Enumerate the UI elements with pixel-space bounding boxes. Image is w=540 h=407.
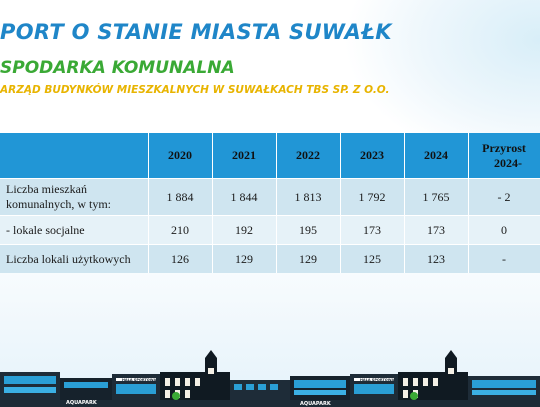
row-label-line1: Liczba mieszkań	[6, 182, 87, 196]
cell-2023: 125	[340, 244, 405, 273]
section-heading: SPODARKA KOMUNALNA	[0, 58, 235, 78]
aquapark-sign-middle: AQUAPARK	[300, 401, 332, 407]
cell-2024: 1 765	[404, 178, 469, 216]
city-skyline-illustration: AQUAPARK HALA SPORTOWA HAL	[0, 350, 540, 407]
low-buildings-middle	[230, 376, 350, 400]
row-label: - lokale socjalne	[0, 215, 149, 245]
cell-2024: 173	[404, 215, 469, 245]
header-year-2024: 2024	[404, 133, 469, 179]
cell-2022: 195	[276, 215, 341, 245]
subsection-heading: ARZĄD BUDYNKÓW MIESZKALNYCH W SUWAŁKACH …	[0, 84, 390, 96]
town-hall-left	[160, 350, 230, 400]
cell-2022: 129	[276, 244, 341, 273]
sports-hall-sign-right: HALA SPORTOWA	[360, 378, 394, 382]
cell-2021: 192	[212, 215, 277, 245]
row-label-line2: komunalnych, w tym:	[6, 197, 111, 211]
cell-2022: 1 813	[276, 178, 341, 216]
header-delta-line2: 2024-	[494, 155, 522, 170]
cell-2023: 173	[340, 215, 405, 245]
tree-icon	[410, 392, 418, 400]
town-hall-right	[398, 350, 468, 400]
table-row: - lokale socjalne 210 192 195 173 173 0	[0, 215, 540, 245]
cell-2020: 210	[148, 215, 213, 245]
report-title: PORT O STANIE MIASTA SUWAŁK	[0, 20, 392, 44]
cell-2020: 1 884	[148, 178, 213, 216]
header-empty	[0, 133, 149, 179]
housing-table: 2020 2021 2022 2023 2024 Przyrost 2024- …	[0, 133, 540, 273]
aquapark-building-right	[468, 376, 540, 400]
aquapark-building-left: AQUAPARK	[0, 372, 112, 406]
cell-2024: 123	[404, 244, 469, 273]
table-row: Liczba mieszkań komunalnych, w tym: 1 88…	[0, 178, 540, 216]
row-label: Liczba mieszkań komunalnych, w tym:	[0, 178, 149, 216]
ground-strip	[0, 398, 540, 407]
table-header-row: 2020 2021 2022 2023 2024 Przyrost 2024-	[0, 133, 540, 179]
cell-2020: 126	[148, 244, 213, 273]
header-year-2023: 2023	[340, 133, 405, 179]
cell-delta: 0	[468, 215, 540, 245]
header-delta-line1: Przyrost	[482, 140, 526, 155]
cell-2021: 1 844	[212, 178, 277, 216]
cell-delta: -	[468, 244, 540, 273]
sports-hall-right: HALA SPORTOWA	[350, 374, 398, 400]
header-delta: Przyrost 2024-	[468, 133, 540, 179]
header-year-2022: 2022	[276, 133, 341, 179]
aquapark-sign: AQUAPARK	[66, 400, 98, 406]
cell-2021: 129	[212, 244, 277, 273]
cell-delta: - 2	[468, 178, 540, 216]
header-year-2020: 2020	[148, 133, 213, 179]
table-row: Liczba lokali użytkowych 126 129 129 125…	[0, 244, 540, 273]
tree-icon	[172, 392, 180, 400]
row-label: Liczba lokali użytkowych	[0, 244, 149, 273]
cell-2023: 1 792	[340, 178, 405, 216]
sports-hall-left: HALA SPORTOWA	[112, 374, 160, 400]
sports-hall-sign: HALA SPORTOWA	[122, 378, 156, 382]
header-year-2021: 2021	[212, 133, 277, 179]
